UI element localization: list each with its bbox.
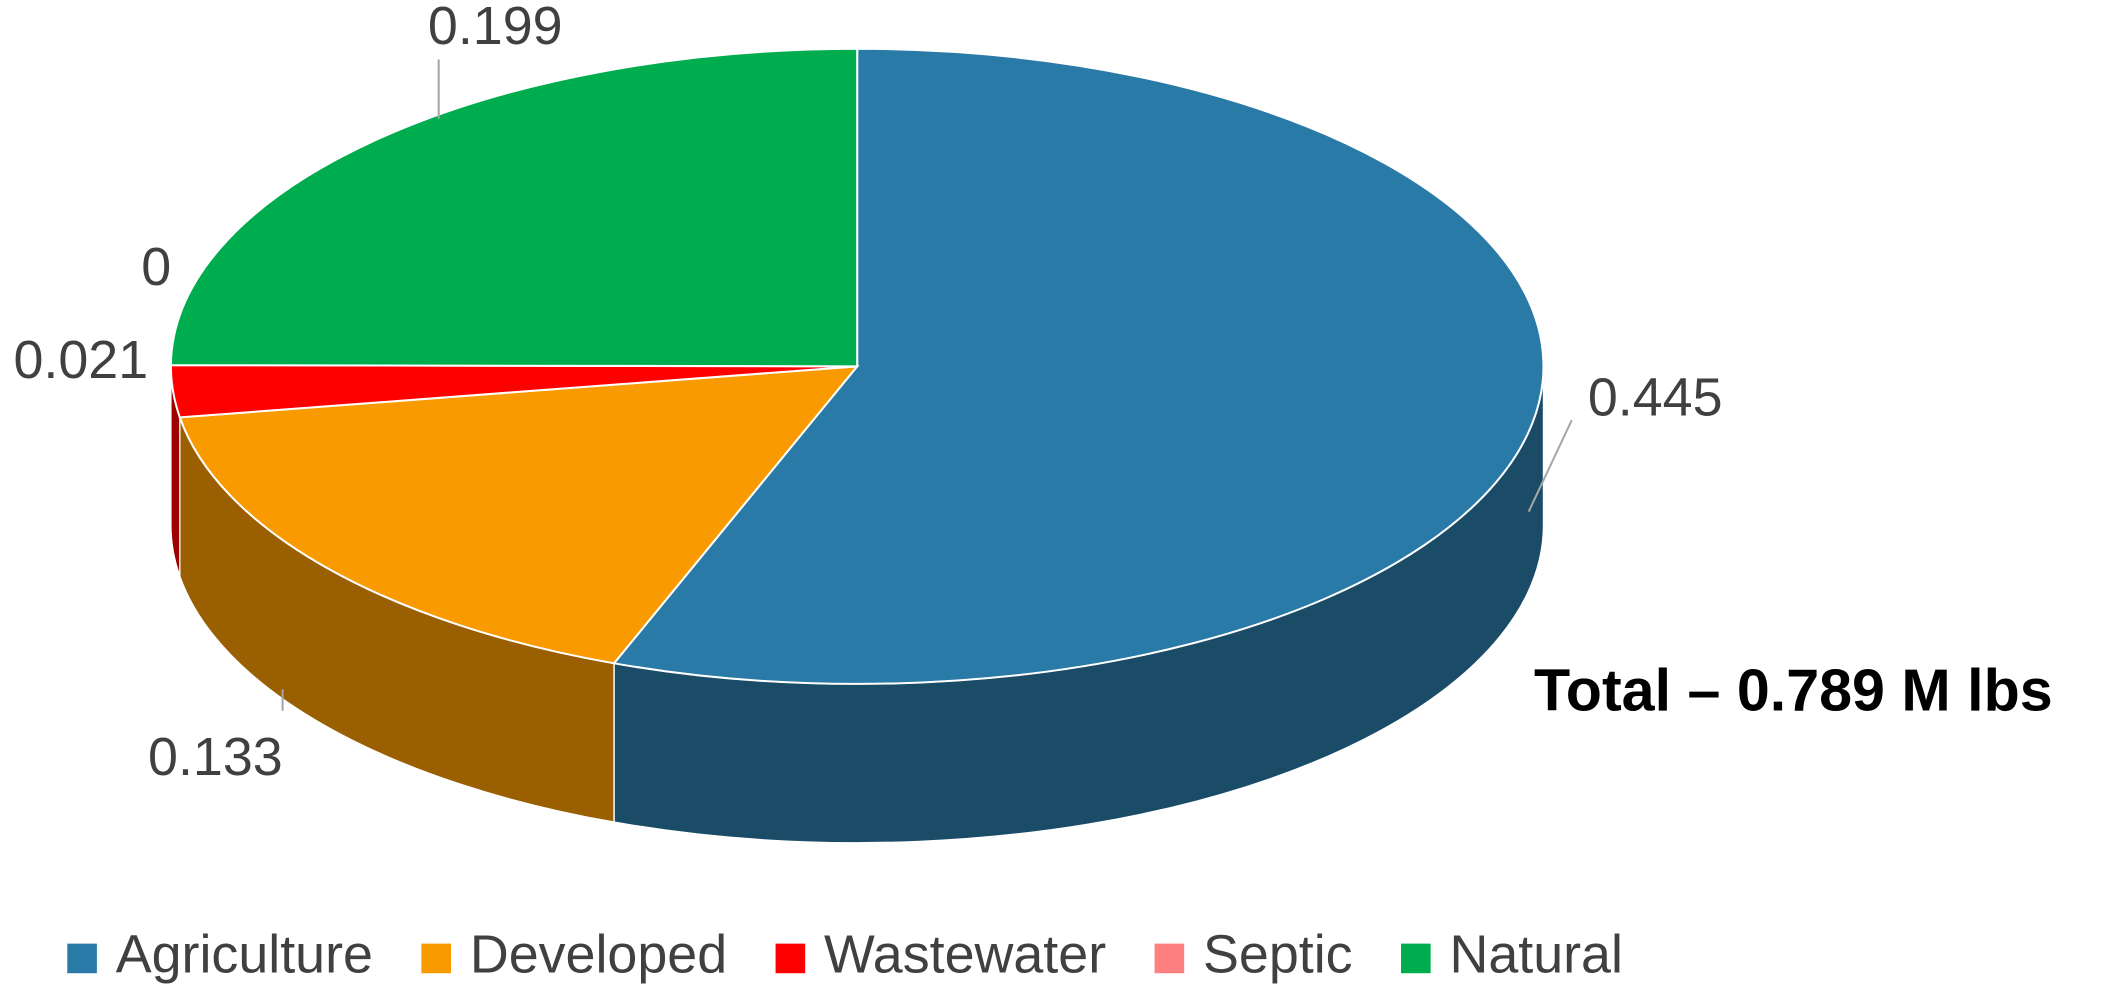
data-label: 0.133 — [148, 727, 283, 787]
data-label: 0 — [141, 237, 171, 297]
legend-label: Agriculture — [116, 925, 373, 985]
legend-label: Developed — [470, 925, 727, 985]
pie-tops — [169, 47, 1545, 685]
pie-slice — [169, 47, 859, 368]
pie-slice — [178, 365, 860, 665]
data-label: 0.199 — [428, 0, 563, 56]
pie-slice — [612, 47, 1545, 685]
legend-label: Natural — [1449, 925, 1622, 985]
data-label: 0.021 — [13, 330, 148, 390]
leader-line — [1527, 419, 1573, 513]
legend-swatch — [775, 943, 806, 974]
data-label: 0.445 — [1588, 368, 1723, 428]
annotation: Total – 0.789 M lbs — [1534, 656, 2053, 723]
legend-label: Septic — [1203, 925, 1353, 985]
legend: Agriculture Developed Wastewater Septic Natu… — [67, 925, 1623, 985]
legend-swatch — [421, 943, 451, 974]
legend-swatch — [1154, 943, 1185, 974]
legend-label: Wastewater — [824, 925, 1106, 985]
legend-swatch — [67, 943, 97, 974]
legend-swatch — [1401, 943, 1431, 974]
